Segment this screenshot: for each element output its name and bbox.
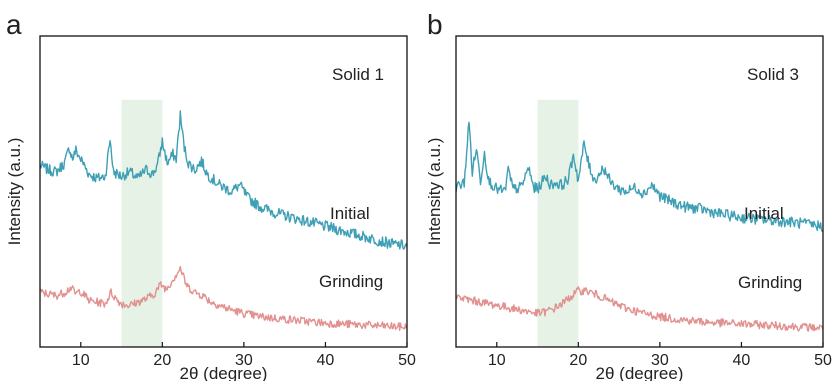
series-label-grinding: Grinding bbox=[738, 273, 802, 292]
x-tick-label: 50 bbox=[814, 352, 832, 369]
sample-annotation: Solid 3 bbox=[747, 65, 799, 84]
y-axis-label: Intensity (a.u.) bbox=[5, 138, 24, 246]
x-tick-label: 10 bbox=[72, 352, 90, 369]
x-tick-label: 10 bbox=[488, 352, 506, 369]
series-line-initial bbox=[455, 121, 824, 232]
highlight-band bbox=[537, 99, 579, 347]
series-line-grinding bbox=[39, 265, 408, 331]
series-label-initial: Initial bbox=[744, 204, 784, 223]
plot-frame bbox=[39, 35, 408, 348]
x-axis-label: 2θ (degree) bbox=[596, 364, 684, 381]
series-label-initial: Initial bbox=[330, 204, 370, 223]
x-tick-label: 30 bbox=[651, 352, 669, 369]
x-tick-label: 30 bbox=[235, 352, 253, 369]
x-axis-label: 2θ (degree) bbox=[180, 364, 268, 381]
panel-label: a bbox=[6, 9, 22, 40]
series-label-grinding: Grinding bbox=[319, 272, 383, 291]
panel-label: b bbox=[427, 9, 443, 40]
plot-frame bbox=[455, 35, 824, 348]
x-tick-label: 40 bbox=[733, 352, 751, 369]
x-tick-label: 20 bbox=[153, 352, 171, 369]
series-line-grinding bbox=[455, 286, 824, 332]
y-axis-label: Intensity (a.u.) bbox=[425, 138, 444, 246]
series-line-initial bbox=[39, 110, 408, 250]
highlight-band bbox=[121, 99, 163, 347]
x-tick-label: 20 bbox=[569, 352, 587, 369]
x-tick-label: 40 bbox=[317, 352, 335, 369]
x-tick-label: 50 bbox=[398, 352, 416, 369]
sample-annotation: Solid 1 bbox=[332, 65, 384, 84]
